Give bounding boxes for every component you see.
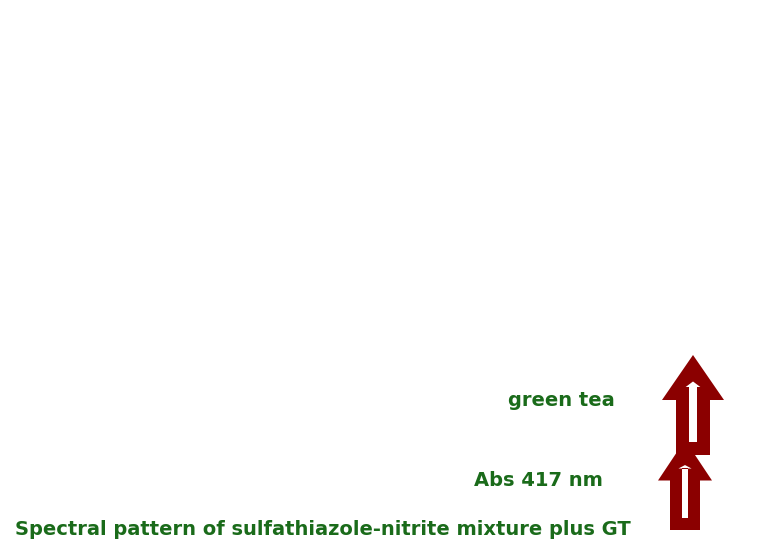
Polygon shape	[679, 465, 692, 518]
Polygon shape	[658, 440, 712, 530]
Text: Spectral pattern of sulfathiazole-nitrite mixture plus GT
was the same both GT b: Spectral pattern of sulfathiazole-nitrit…	[15, 520, 631, 540]
Polygon shape	[662, 355, 724, 455]
Text: green tea: green tea	[509, 390, 615, 409]
Polygon shape	[686, 381, 700, 442]
Text: Abs 417 nm: Abs 417 nm	[474, 471, 603, 490]
